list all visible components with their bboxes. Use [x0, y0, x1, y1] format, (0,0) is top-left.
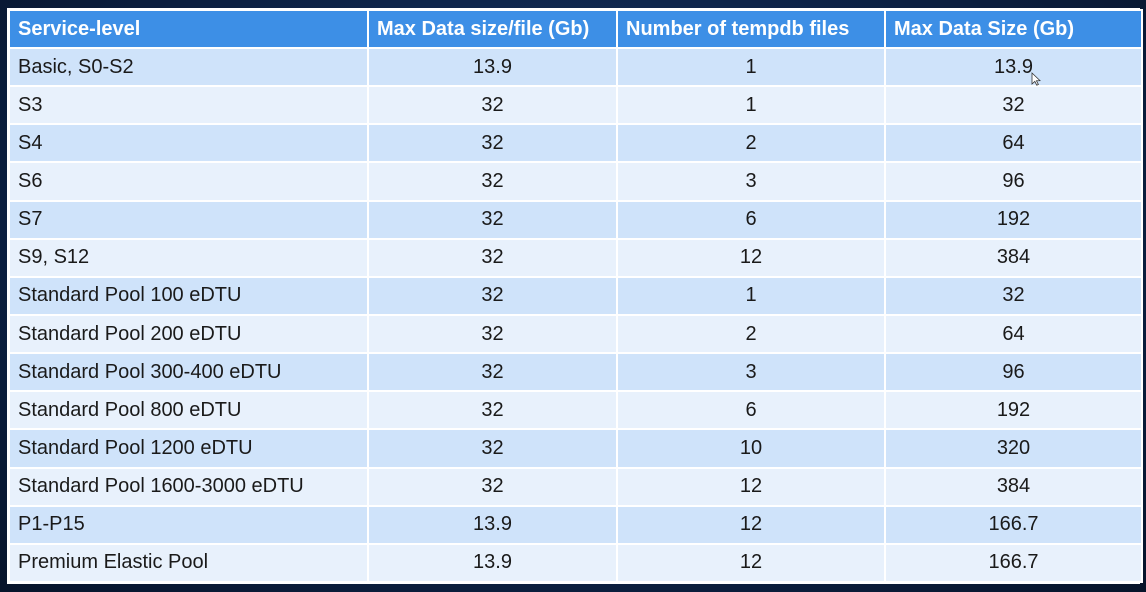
cell-number-of-tempdb-files: 2 [616, 313, 886, 355]
cell-service-level: Standard Pool 1200 eDTU [8, 428, 369, 469]
cell-number-of-tempdb-files: 3 [616, 161, 886, 202]
cell-max-data-size-per-file: 32 [367, 275, 618, 316]
cell-max-data-size: 96 [884, 352, 1143, 393]
cell-max-data-size-per-file: 13.9 [367, 542, 618, 584]
cell-max-data-size-per-file: 32 [367, 161, 618, 202]
table-row: Standard Pool 800 eDTU 32 6 192 [8, 390, 1143, 431]
cell-number-of-tempdb-files: 12 [616, 466, 886, 507]
cell-max-data-size-per-file: 32 [367, 85, 618, 126]
header-number-of-tempdb-files: Number of tempdb files [616, 9, 886, 49]
cell-service-level: Basic, S0-S2 [8, 46, 369, 88]
cell-max-data-size-per-file: 32 [367, 123, 618, 164]
header-max-data-size-per-file: Max Data size/file (Gb) [367, 9, 618, 49]
cell-max-data-size: 32 [884, 85, 1143, 126]
mouse-pointer-icon [1031, 72, 1041, 86]
tempdb-sizes-table-container: Service-level Max Data size/file (Gb) Nu… [7, 8, 1143, 584]
cell-max-data-size: 166.7 [884, 504, 1143, 545]
table-row: S4 32 2 64 [8, 123, 1143, 164]
cell-max-data-size: 96 [884, 161, 1143, 202]
table-row: Basic, S0-S2 13.9 1 13.9 [8, 46, 1143, 88]
cell-max-data-size-per-file: 32 [367, 313, 618, 355]
cell-number-of-tempdb-files: 6 [616, 390, 886, 431]
table-row: S9, S12 32 12 384 [8, 237, 1143, 278]
cell-max-data-size: 384 [884, 466, 1143, 507]
header-service-level: Service-level [8, 9, 369, 49]
cell-service-level: Premium Elastic Pool [8, 542, 369, 584]
cell-max-data-size: 384 [884, 237, 1143, 278]
cell-service-level: Standard Pool 300-400 eDTU [8, 352, 369, 393]
cell-number-of-tempdb-files: 2 [616, 123, 886, 164]
cell-max-data-size-per-file: 13.9 [367, 46, 618, 88]
cell-max-data-size: 64 [884, 313, 1143, 355]
cell-number-of-tempdb-files: 12 [616, 542, 886, 584]
cell-service-level: Standard Pool 1600-3000 eDTU [8, 466, 369, 507]
cell-max-data-size-per-file: 32 [367, 428, 618, 469]
table-body: Basic, S0-S2 13.9 1 13.9 S3 32 1 32 S4 32 2 64 S6 32 3… [8, 46, 1143, 584]
cell-max-data-size: 32 [884, 275, 1143, 316]
cell-service-level: S4 [8, 123, 369, 164]
cell-max-data-size: 192 [884, 390, 1143, 431]
table-row: P1-P15 13.9 12 166.7 [8, 504, 1143, 545]
cell-service-level: S3 [8, 85, 369, 126]
cell-number-of-tempdb-files: 12 [616, 504, 886, 545]
cell-service-level: Standard Pool 100 eDTU [8, 275, 369, 316]
cell-max-data-size: 64 [884, 123, 1143, 164]
cell-number-of-tempdb-files: 1 [616, 275, 886, 316]
table-row: S7 32 6 192 [8, 199, 1143, 240]
table-header-row: Service-level Max Data size/file (Gb) Nu… [8, 9, 1143, 49]
cell-max-data-size-per-file: 32 [367, 390, 618, 431]
cell-max-data-size: 192 [884, 199, 1143, 240]
cell-number-of-tempdb-files: 1 [616, 85, 886, 126]
cell-max-data-size: 320 [884, 428, 1143, 469]
cell-max-data-size: 166.7 [884, 542, 1143, 584]
table-row: Standard Pool 300-400 eDTU 32 3 96 [8, 352, 1143, 393]
cell-max-data-size-per-file: 32 [367, 352, 618, 393]
cell-service-level: S7 [8, 199, 369, 240]
tempdb-sizes-table: Service-level Max Data size/file (Gb) Nu… [8, 9, 1143, 584]
cell-number-of-tempdb-files: 12 [616, 237, 886, 278]
table-row: Premium Elastic Pool 13.9 12 166.7 [8, 542, 1143, 584]
cell-number-of-tempdb-files: 3 [616, 352, 886, 393]
cell-max-data-size-per-file: 32 [367, 466, 618, 507]
cell-number-of-tempdb-files: 10 [616, 428, 886, 469]
header-max-data-size: Max Data Size (Gb) [884, 9, 1143, 49]
table-row: Standard Pool 1200 eDTU 32 10 320 [8, 428, 1143, 469]
cell-service-level: Standard Pool 800 eDTU [8, 390, 369, 431]
cell-number-of-tempdb-files: 6 [616, 199, 886, 240]
cell-max-data-size-per-file: 13.9 [367, 504, 618, 545]
table-row: S6 32 3 96 [8, 161, 1143, 202]
cell-service-level: S6 [8, 161, 369, 202]
cell-service-level: Standard Pool 200 eDTU [8, 313, 369, 355]
table-row: Standard Pool 100 eDTU 32 1 32 [8, 275, 1143, 316]
cell-max-data-size: 13.9 [884, 46, 1143, 88]
cell-service-level: S9, S12 [8, 237, 369, 278]
table-row: S3 32 1 32 [8, 85, 1143, 126]
cell-max-data-size-per-file: 32 [367, 199, 618, 240]
cell-number-of-tempdb-files: 1 [616, 46, 886, 88]
table-row: Standard Pool 1600-3000 eDTU 32 12 384 [8, 466, 1143, 507]
cell-max-data-size-per-file: 32 [367, 237, 618, 278]
cell-service-level: P1-P15 [8, 504, 369, 545]
table-row: Standard Pool 200 eDTU 32 2 64 [8, 313, 1143, 355]
